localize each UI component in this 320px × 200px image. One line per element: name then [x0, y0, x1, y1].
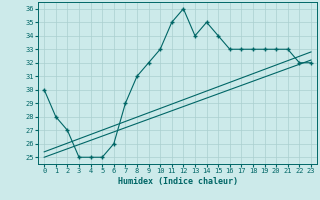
X-axis label: Humidex (Indice chaleur): Humidex (Indice chaleur) [118, 177, 238, 186]
